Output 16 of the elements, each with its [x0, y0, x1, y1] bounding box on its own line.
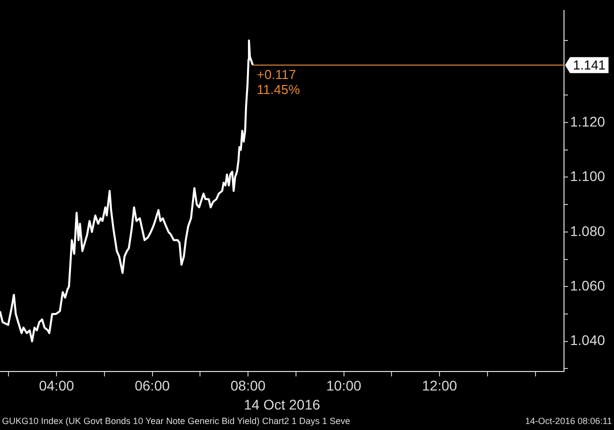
y-tick-label: 1.040	[570, 332, 606, 348]
y-tick-label: 1.060	[570, 277, 606, 294]
x-tick-label: 04:00	[38, 378, 74, 394]
text: GUKG10 Index (UK Govt Bonds 10 Year Note Generic Bid Yield) Chart2 1 Days 1 Seve	[2, 415, 350, 428]
text: 14-Oct-2016 08:06:11	[525, 415, 612, 428]
annotation: 11.45%	[256, 82, 300, 98]
x-tick-label: 12:00	[422, 378, 458, 394]
x-tick-label: 08:00	[230, 378, 266, 394]
y-tick-label: 1.120	[570, 113, 606, 130]
ref-line-label: 1.141	[573, 58, 606, 73]
x-axis-title: 14 Oct 2016	[244, 396, 320, 412]
y-tick-label: 1.080	[570, 222, 606, 239]
x-tick-label: 06:00	[134, 378, 170, 394]
annotation: +0.117	[256, 67, 296, 82]
y-tick-label: 1.100	[570, 168, 606, 184]
x-tick-label: 10:00	[326, 378, 362, 394]
